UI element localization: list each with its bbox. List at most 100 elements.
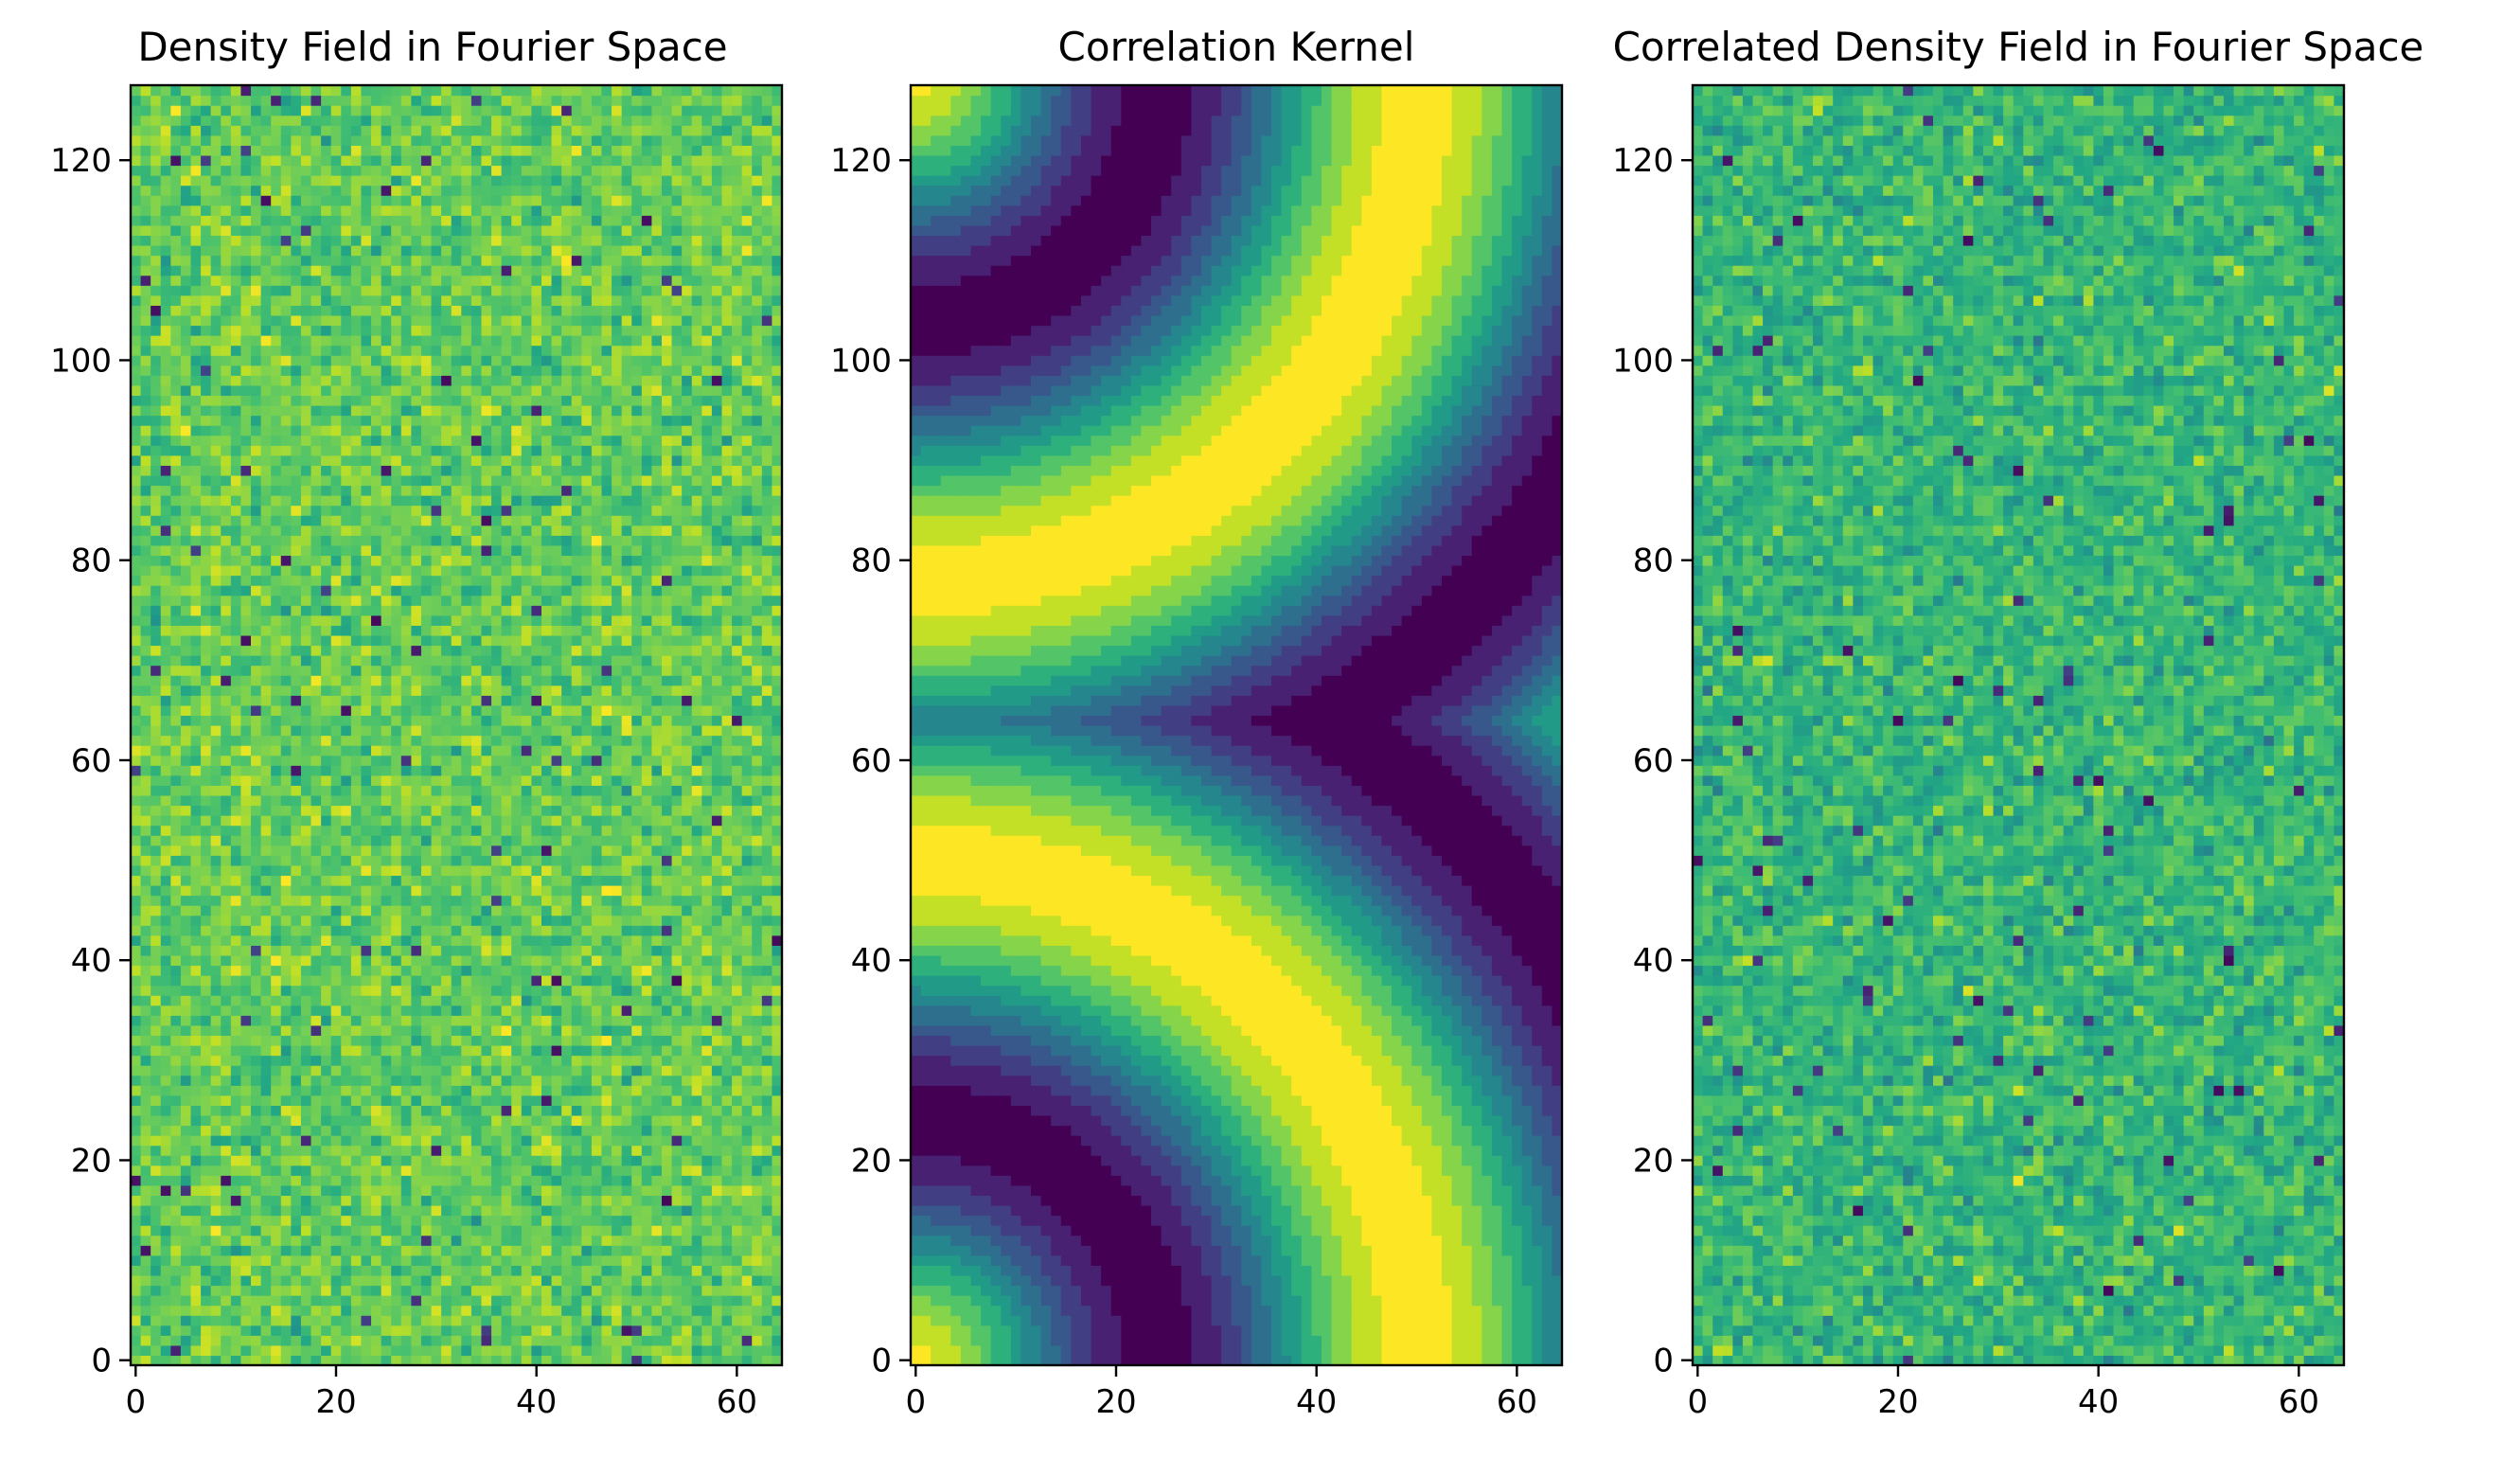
heatmap-cell bbox=[742, 945, 753, 955]
heatmap-cell bbox=[651, 855, 662, 865]
heatmap-cell bbox=[452, 995, 462, 1005]
heatmap-cell bbox=[311, 935, 322, 946]
heatmap-cell bbox=[131, 1185, 141, 1196]
heatmap-cell bbox=[251, 935, 261, 946]
heatmap-cell bbox=[762, 615, 772, 626]
heatmap-cell bbox=[231, 695, 241, 705]
heatmap-cell bbox=[151, 1126, 161, 1136]
heatmap-cell bbox=[481, 945, 491, 955]
heatmap-cell bbox=[211, 1005, 222, 1016]
heatmap-cell bbox=[541, 785, 552, 795]
heatmap-cell bbox=[191, 1225, 202, 1236]
heatmap-cell bbox=[311, 885, 322, 896]
heatmap-cell bbox=[752, 925, 762, 935]
heatmap-cell bbox=[240, 865, 251, 876]
heatmap-cell bbox=[662, 1205, 672, 1216]
heatmap-cell bbox=[762, 1216, 772, 1226]
heatmap-cell bbox=[631, 756, 642, 766]
heatmap-cell bbox=[682, 685, 692, 696]
heatmap-cell bbox=[311, 765, 322, 775]
heatmap-cell bbox=[311, 736, 322, 746]
heatmap-cell bbox=[421, 1035, 432, 1045]
heatmap-cell bbox=[341, 1025, 351, 1036]
heatmap-cell bbox=[211, 1105, 222, 1115]
heatmap-cell bbox=[401, 1265, 412, 1275]
heatmap-cell bbox=[612, 646, 622, 656]
heatmap-cell bbox=[491, 785, 502, 795]
heatmap-cell bbox=[732, 1225, 742, 1236]
heatmap-cell bbox=[371, 1295, 382, 1306]
heatmap-cell bbox=[612, 756, 622, 766]
heatmap-cell bbox=[141, 675, 151, 685]
heatmap-cell bbox=[321, 1275, 331, 1286]
heatmap-cell bbox=[701, 765, 712, 775]
heatmap-cell bbox=[240, 765, 251, 775]
heatmap-cell bbox=[742, 1205, 753, 1216]
heatmap-cell bbox=[612, 1216, 622, 1226]
heatmap-cell bbox=[211, 1056, 222, 1066]
heatmap-cell bbox=[491, 916, 502, 926]
heatmap-cell bbox=[261, 1045, 272, 1056]
heatmap-cell bbox=[752, 785, 762, 795]
heatmap-cell bbox=[371, 1225, 382, 1236]
heatmap-cell bbox=[672, 1205, 683, 1216]
heatmap-cell bbox=[141, 1165, 151, 1176]
heatmap-cell bbox=[391, 1005, 401, 1016]
heatmap-cell bbox=[141, 1185, 151, 1196]
heatmap-cell bbox=[581, 756, 592, 766]
heatmap-cell bbox=[651, 1115, 662, 1126]
heatmap-cell bbox=[432, 795, 442, 806]
heatmap-cell bbox=[701, 1076, 712, 1086]
heatmap-cell bbox=[351, 845, 362, 856]
heatmap-cell bbox=[662, 615, 672, 626]
heatmap-cell bbox=[622, 1255, 632, 1266]
heatmap-cell bbox=[391, 1216, 401, 1226]
heatmap-cell bbox=[161, 715, 171, 725]
heatmap-cell bbox=[432, 1155, 442, 1165]
heatmap-cell bbox=[361, 685, 371, 696]
heatmap-cell bbox=[732, 855, 742, 865]
heatmap-cell bbox=[642, 1265, 652, 1275]
heatmap-cell bbox=[301, 605, 311, 615]
heatmap-cell bbox=[541, 605, 552, 615]
heatmap-cell bbox=[181, 916, 191, 926]
heatmap-cell bbox=[240, 736, 251, 746]
heatmap-cell bbox=[321, 1115, 331, 1126]
heatmap-cell bbox=[552, 815, 562, 826]
heatmap-cell bbox=[432, 995, 442, 1005]
heatmap-cell bbox=[552, 1216, 562, 1226]
heatmap-cell bbox=[141, 715, 151, 725]
heatmap-cell bbox=[291, 1056, 301, 1066]
heatmap-cell bbox=[461, 1255, 471, 1266]
heatmap-cell bbox=[622, 986, 632, 996]
heatmap-cell bbox=[361, 966, 371, 976]
heatmap-cell bbox=[712, 1185, 722, 1196]
heatmap-cell bbox=[502, 1245, 512, 1255]
heatmap-cell bbox=[231, 1155, 241, 1165]
heatmap-cell bbox=[341, 1005, 351, 1016]
heatmap-cell bbox=[612, 1126, 622, 1136]
heatmap-cell bbox=[131, 1085, 141, 1095]
heatmap-cell bbox=[170, 756, 181, 766]
heatmap-cell bbox=[712, 685, 722, 696]
heatmap-cell bbox=[572, 855, 582, 865]
heatmap-cell bbox=[382, 1045, 392, 1056]
heatmap-cell bbox=[441, 1205, 452, 1216]
heatmap-cell bbox=[762, 1325, 772, 1336]
heatmap-cell bbox=[581, 916, 592, 926]
heatmap-cell bbox=[762, 855, 772, 865]
heatmap-cell bbox=[251, 1245, 261, 1255]
heatmap-cell bbox=[552, 785, 562, 795]
heatmap-cell bbox=[221, 966, 231, 976]
heatmap-cell bbox=[471, 855, 482, 865]
heatmap-cell bbox=[662, 966, 672, 976]
heatmap-cell bbox=[321, 1205, 331, 1216]
heatmap-cell bbox=[411, 835, 421, 845]
heatmap-cell bbox=[561, 1275, 572, 1286]
heatmap-cell bbox=[541, 1015, 552, 1025]
heatmap-cell bbox=[642, 806, 652, 816]
heatmap-cell bbox=[502, 646, 512, 656]
heatmap-cell bbox=[522, 1216, 532, 1226]
heatmap-cell bbox=[732, 646, 742, 656]
heatmap-cell bbox=[221, 1085, 231, 1095]
